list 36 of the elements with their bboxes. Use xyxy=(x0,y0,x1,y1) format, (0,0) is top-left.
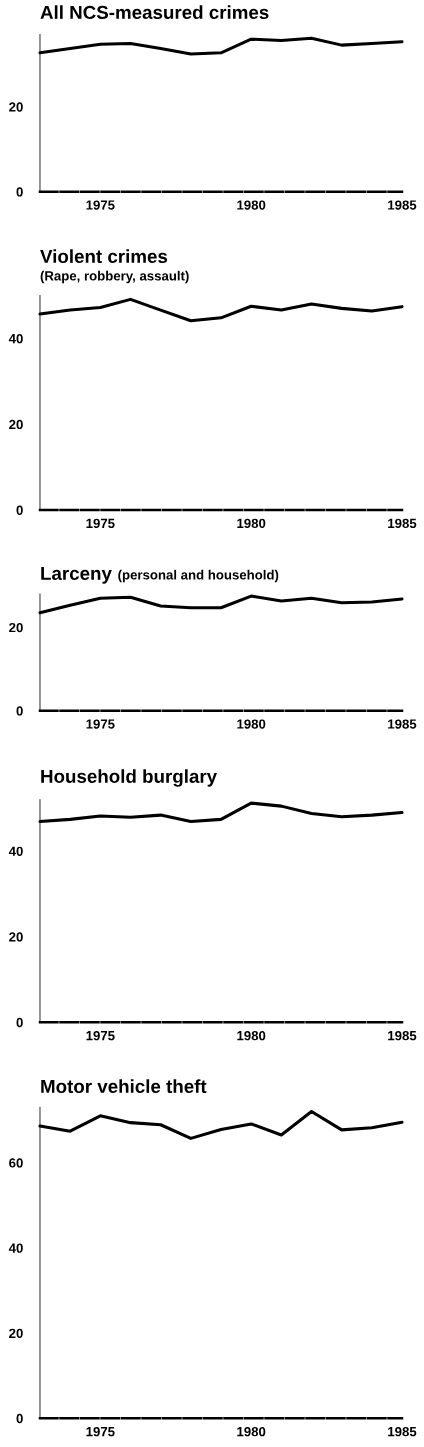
y-tick-label: 20 xyxy=(9,1328,23,1339)
chart-title: Motor vehicle theft xyxy=(41,1079,207,1094)
chart-title: All NCS-measured crimes xyxy=(40,5,269,20)
x-tick-label: 1985 xyxy=(388,518,417,529)
x-tick-label: 1980 xyxy=(237,1426,266,1437)
x-tick-label: 1975 xyxy=(86,200,115,210)
y-tick-label: 20 xyxy=(9,932,23,942)
y-tick-label: 20 xyxy=(9,419,23,430)
y-tick-label: 40 xyxy=(8,1243,23,1253)
x-tick-label: 1980 xyxy=(237,200,266,210)
chart-title: Violent crimes xyxy=(40,249,168,264)
y-tick-label: 20 xyxy=(9,622,23,633)
chart-title: Household burglary xyxy=(41,769,217,787)
x-tick-label: 1975 xyxy=(86,1426,115,1437)
x-tick-label: 1975 xyxy=(86,719,115,729)
x-tick-label: 1985 xyxy=(388,719,417,729)
y-tick-label: 40 xyxy=(8,333,23,344)
x-tick-label: 1985 xyxy=(388,1030,417,1041)
x-tick-label: 1975 xyxy=(86,518,115,529)
y-tick-label: 40 xyxy=(8,846,23,856)
y-tick-label: 0 xyxy=(16,505,23,515)
x-tick-label: 1980 xyxy=(237,518,266,529)
y-tick-label: 20 xyxy=(9,102,23,112)
y-tick-label: 0 xyxy=(16,187,23,197)
y-tick-label: 0 xyxy=(16,1413,23,1424)
x-tick-label: 1975 xyxy=(86,1030,115,1041)
y-tick-label: 0 xyxy=(16,706,23,716)
chart-title: Larceny xyxy=(41,566,112,584)
chart-subtitle: (personal and household) xyxy=(118,569,279,583)
x-tick-label: 1985 xyxy=(388,200,417,210)
x-tick-label: 1980 xyxy=(237,1030,266,1041)
x-tick-label: 1985 xyxy=(388,1426,417,1437)
y-tick-label: 60 xyxy=(9,1158,23,1168)
y-tick-label: 0 xyxy=(16,1017,23,1028)
chart-subtitle: (Rape, robbery, assault) xyxy=(40,270,189,284)
x-tick-label: 1980 xyxy=(237,719,266,729)
